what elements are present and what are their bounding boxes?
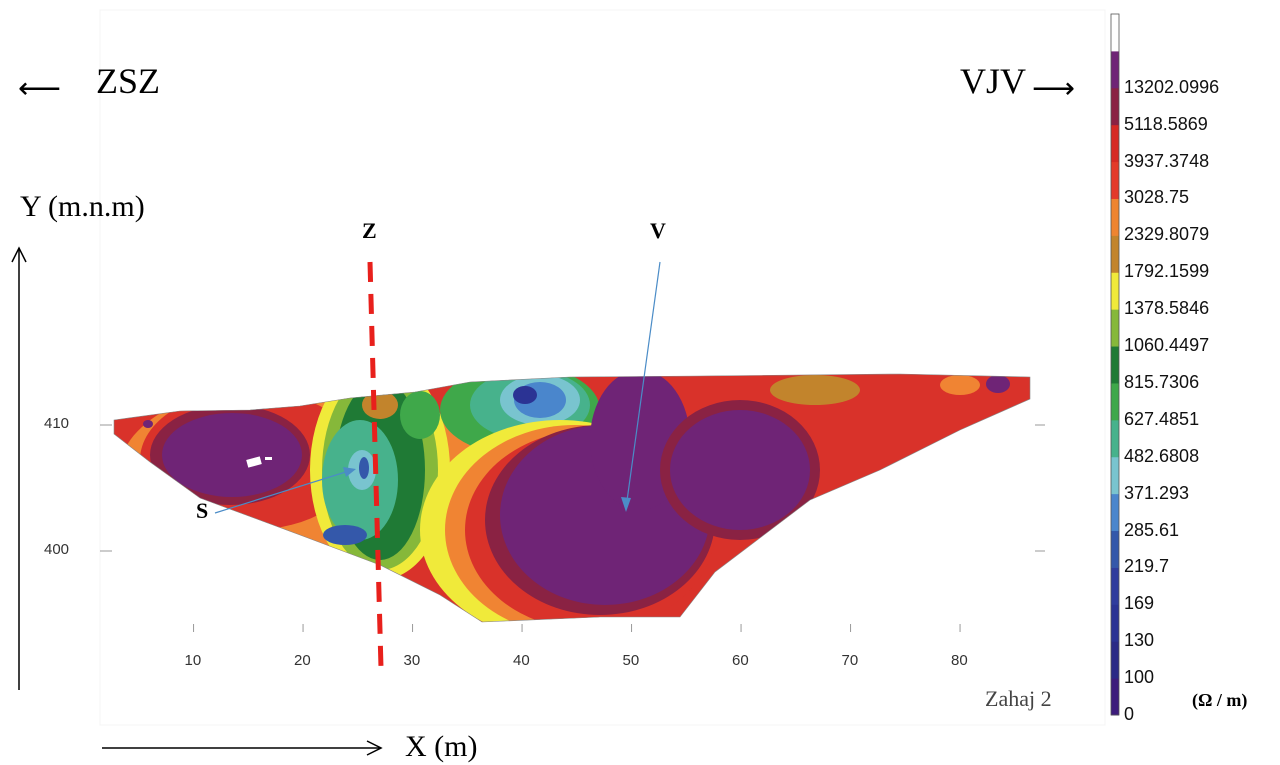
colorbar-swatch [1111,604,1119,642]
colorbar-swatch [1111,382,1119,421]
colorbar-swatch [1111,87,1119,126]
direction-left: ⟵ ZSZ [18,60,178,104]
colorbar-level-label: 1060.4497 [1124,335,1210,356]
direction-right-label: VJV [960,61,1027,101]
colorbar-swatch [1111,14,1119,52]
direction-left-label: ZSZ [96,61,161,101]
z-marker-label: Z [362,218,377,243]
colorbar-level-label: 627.4851 [1124,408,1200,429]
colorbar-level-label: 815.7306 [1124,371,1200,392]
right-arrow-icon: ⟶ [1032,72,1076,105]
colorbar-swatch [1111,530,1119,568]
x-tick-label: 60 [732,652,749,669]
x-tick-label: 30 [403,652,421,669]
s-arrow [214,469,353,514]
colorbar-level-label: 285.61 [1124,519,1180,540]
left-arrow-icon: ⟵ [18,72,62,105]
colorbar-swatch [1111,161,1119,199]
colorbar-level-label: 100 [1124,667,1155,688]
colorbar-swatch [1111,124,1119,163]
x-tick-label: 50 [622,652,640,669]
y-axis-label: Y (m.n.m) [20,190,145,223]
colorbar-swatch [1111,346,1119,384]
colorbar-level-label: 0 [1124,704,1135,724]
colorbar-swatch [1111,641,1119,679]
x-tick-label: 20 [294,652,311,669]
colorbar-swatch [1111,50,1119,89]
s-marker-label: S [196,498,209,523]
colorbar-level-label: 1792.1599 [1124,261,1210,282]
colorbar-level-label: 219.7 [1124,556,1170,577]
colorbar-swatch [1111,419,1119,458]
x-axis-label: X (m) [405,730,478,763]
colorbar-swatch [1111,567,1119,605]
v-marker-label: V [650,218,666,243]
x-tick-label: 40 [513,652,530,669]
colorbar-level-label: 5118.5869 [1124,113,1208,134]
colorbar-level-label: 3028.75 [1124,187,1190,208]
colorbar-swatch [1111,272,1119,310]
colorbar-swatch [1111,198,1119,236]
colorbar-level-label: 2329.8079 [1124,224,1210,245]
x-tick-label: 10 [184,652,202,669]
y-tick-label: 400 [44,541,70,558]
colorbar-level-label: 3937.3748 [1124,150,1210,171]
colorbar [1110,13,1120,716]
colorbar-swatch [1111,678,1119,716]
profile-caption: Zahaj 2 [985,686,1052,711]
colorbar-swatch [1111,493,1119,532]
x-tick-label: 70 [841,652,859,669]
colorbar-swatch [1111,309,1119,347]
y-tick-label: 410 [44,415,70,432]
colorbar-level-label: 1378.5846 [1124,298,1210,319]
colorbar-unit: (Ω / m) [1192,690,1248,710]
colorbar-swatch [1111,235,1119,273]
colorbar-level-label: 13202.0996 [1124,76,1220,97]
v-arrow [625,261,661,509]
colorbar-level-label: 130 [1124,630,1155,651]
axis-ticks [100,424,1045,632]
colorbar-swatch [1111,456,1119,495]
colorbar-level-label: 371.293 [1124,482,1190,503]
contour-section [114,374,1030,622]
z-boundary-line [367,261,384,669]
colorbar-level-label: 482.6808 [1124,445,1200,466]
colorbar-level-label: 169 [1124,593,1155,614]
direction-right: VJV ⟶ [960,60,1100,104]
colorbar-outline [1110,13,1120,716]
x-tick-label: 80 [951,652,968,669]
